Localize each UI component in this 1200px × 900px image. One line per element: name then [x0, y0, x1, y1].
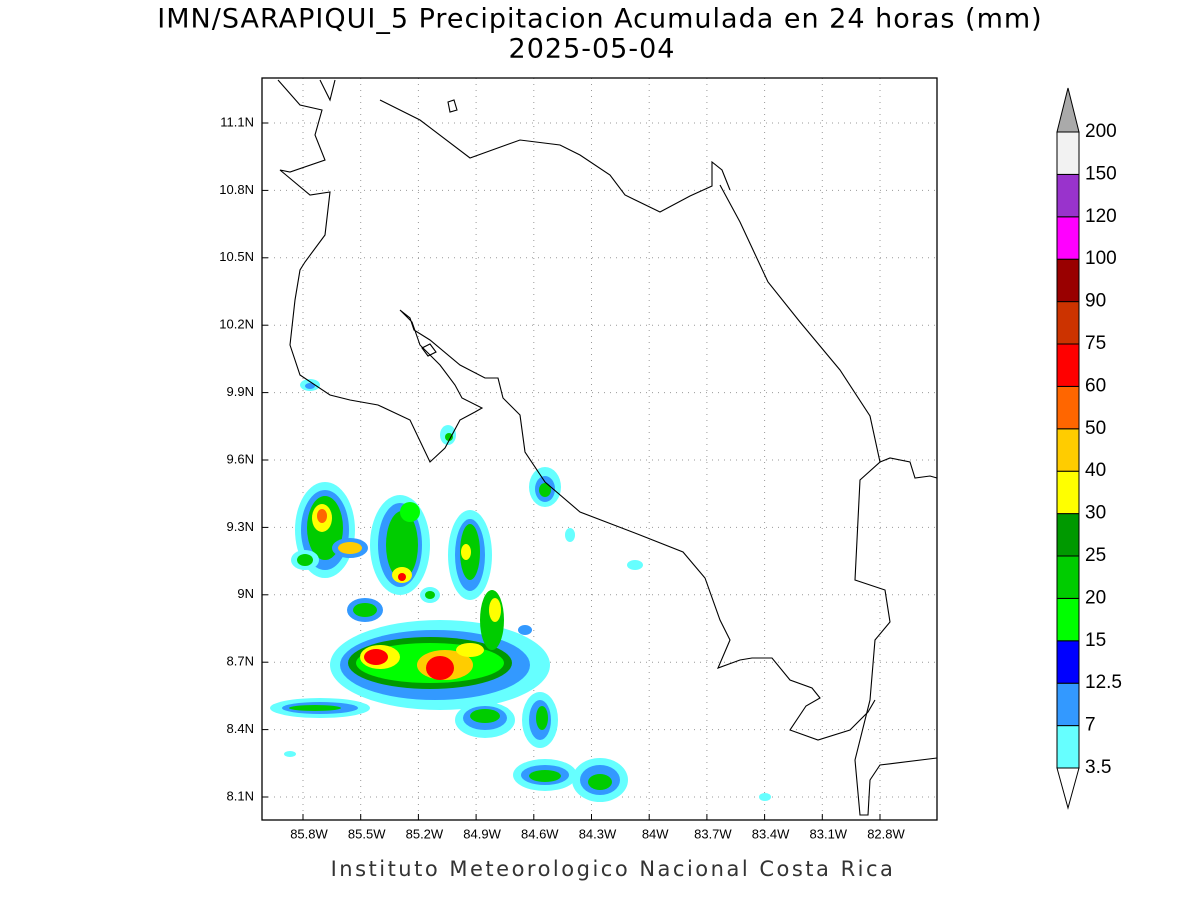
lat-tick-label: 9.6N — [227, 451, 254, 466]
lon-tick-label: 84.3W — [579, 826, 617, 841]
colorbar-label: 120 — [1085, 206, 1117, 227]
lat-tick-label: 8.4N — [227, 721, 254, 736]
precipitation — [270, 379, 771, 802]
lon-tick-label: 85.2W — [406, 826, 444, 841]
lon-tick-label: 83.7W — [694, 826, 732, 841]
colorbar-segment — [1056, 640, 1080, 684]
colorbar-over — [1056, 87, 1080, 133]
colorbar-segment — [1056, 343, 1080, 387]
colorbar-segment — [1056, 682, 1080, 727]
colorbar-label: 12.5 — [1085, 672, 1122, 693]
colorbar-segment — [1056, 725, 1080, 769]
footer: Instituto Meteorologico Nacional Costa R… — [331, 857, 896, 881]
colorbar-label: 30 — [1085, 503, 1106, 524]
colorbar-label: 100 — [1085, 248, 1117, 269]
colorbar-segment — [1056, 597, 1080, 642]
lat-tick-label: 8.7N — [227, 654, 254, 669]
colorbar-segment — [1056, 555, 1080, 599]
colorbar-label: 25 — [1085, 545, 1106, 566]
lat-tick-label: 9.3N — [227, 519, 254, 534]
map-frame — [261, 77, 938, 821]
colorbar-segment — [1056, 301, 1080, 345]
lon-tick-label: 84.9W — [463, 826, 501, 841]
lon-tick-label: 85.8W — [290, 826, 328, 841]
rain-cell — [448, 510, 492, 600]
lat-tick-label: 10.8N — [219, 182, 254, 197]
lon-tick-label: 82.8W — [867, 826, 905, 841]
colorbar-segment — [1056, 216, 1080, 260]
colorbar-label: 150 — [1085, 163, 1117, 184]
lat-tick-label: 10.2N — [219, 317, 254, 332]
rain-cell — [330, 590, 550, 710]
colorbar-segment — [1056, 513, 1080, 557]
colorbar: 3.5 7 12.5 15 20 25 30 40 50 60 75 90 100 120 150 200 — [1056, 87, 1122, 810]
colorbar-label: 3.5 — [1085, 757, 1111, 778]
rain-cell — [291, 482, 368, 578]
colorbar-under — [1056, 767, 1080, 810]
lat-tick-label: 8.1N — [227, 788, 254, 803]
lat-tick-label: 11.1N — [220, 114, 254, 129]
colorbar-label: 50 — [1085, 418, 1106, 439]
colorbar-segment — [1056, 428, 1080, 472]
lon-tick-label: 84.6W — [521, 826, 559, 841]
lon-tick-label: 83.1W — [810, 826, 848, 841]
lat-tick-label: 9N — [237, 586, 254, 601]
colorbar-label: 90 — [1085, 291, 1106, 312]
rain-cell — [370, 495, 430, 595]
coastline — [277, 79, 938, 816]
colorbar-segment — [1056, 131, 1080, 175]
rain-cell — [270, 379, 771, 802]
colorbar-segment — [1056, 470, 1080, 515]
colorbar-label: 40 — [1085, 460, 1106, 481]
ticks: 85.8W 85.5W 85.2W 84.9W 84.6W 84.3W 84W 83.7W 83… — [219, 114, 905, 841]
colorbar-label: 7 — [1085, 715, 1096, 736]
colorbar-label: 20 — [1085, 587, 1106, 608]
subtitle: 2025-05-04 — [509, 34, 676, 65]
colorbar-label: 200 — [1085, 121, 1117, 142]
lat-tick-label: 9.9N — [227, 384, 254, 399]
lon-tick-label: 85.5W — [348, 826, 386, 841]
colorbar-segment — [1056, 258, 1080, 303]
colorbar-segment — [1056, 173, 1080, 218]
colorbar-label: 75 — [1085, 333, 1106, 354]
title: IMN/SARAPIQUI_5 Precipitacion Acumulada … — [157, 4, 1042, 35]
lon-tick-label: 84W — [642, 826, 669, 841]
colorbar-label: 60 — [1085, 375, 1106, 396]
colorbar-segment — [1056, 385, 1080, 430]
lon-tick-label: 83.4W — [752, 826, 790, 841]
colorbar-label: 15 — [1085, 630, 1106, 651]
lat-tick-label: 10.5N — [219, 249, 254, 264]
